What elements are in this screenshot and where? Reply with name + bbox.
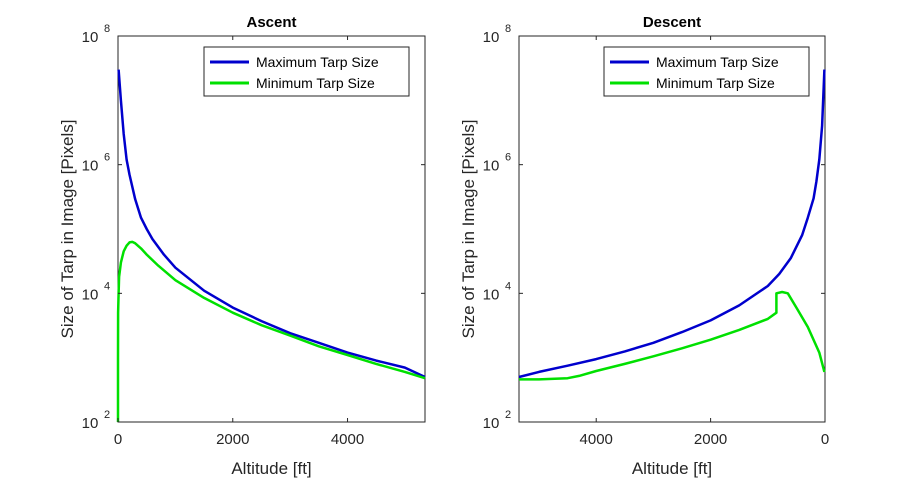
descent-y-tick-exponent: 4 — [505, 280, 511, 292]
ascent-title: Ascent — [246, 14, 296, 31]
ascent-legend-box — [203, 46, 410, 97]
ascent-tick-layer: 0 2000 4000 10 2 10 4 10 6 10 8 — [82, 23, 425, 448]
descent-axes: Descent 4000 2000 0 10 2 10 4 10 6 10 8 Altitude [… — [459, 14, 829, 478]
ascent-y-tick-exponent: 8 — [104, 23, 110, 35]
ascent-y-tick-label: 10 — [82, 158, 99, 175]
descent-x-tick-label: 4000 — [580, 431, 613, 448]
descent-series-maximum-line — [518, 69, 826, 379]
ascent-series-layer — [116, 69, 426, 422]
descent-y-tick-label: 10 — [483, 29, 500, 46]
ascent-y-tick-label: 10 — [82, 415, 99, 432]
descent-y-axis-label: Size of Tarp in Image [Pixels] — [459, 120, 478, 339]
descent-legend: Maximum Tarp Size Minimum Tarp Size — [603, 46, 810, 97]
ascent-axes: Ascent 0 2000 4000 10 2 10 4 10 6 10 8 Altitude [f… — [58, 14, 426, 478]
descent-series-minimum-line — [519, 290, 826, 381]
descent-legend-label-minimum: Minimum Tarp Size — [656, 75, 775, 91]
descent-y-tick-exponent: 8 — [505, 23, 511, 35]
descent-x-axis-label: Altitude [ft] — [632, 459, 712, 478]
ascent-y-tick-label: 10 — [82, 286, 99, 303]
descent-series-layer — [518, 69, 826, 381]
ascent-y-tick-exponent: 4 — [104, 280, 110, 292]
ascent-y-tick-exponent: 6 — [104, 152, 110, 164]
descent-title: Descent — [643, 14, 701, 31]
ascent-y-axis-label: Size of Tarp in Image [Pixels] — [58, 120, 77, 339]
ascent-y-tick-exponent: 2 — [104, 409, 110, 421]
descent-plot-frame — [518, 35, 826, 423]
ascent-legend-label-minimum: Minimum Tarp Size — [256, 75, 375, 91]
ascent-series-maximum-line — [117, 69, 426, 379]
ascent-legend: Maximum Tarp Size Minimum Tarp Size — [203, 46, 410, 97]
ascent-x-tick-label: 2000 — [216, 431, 249, 448]
ascent-x-tick-label: 0 — [114, 431, 122, 448]
descent-legend-box — [603, 46, 810, 97]
ascent-y-tick-label: 10 — [82, 29, 99, 46]
descent-tick-layer: 4000 2000 0 10 2 10 4 10 6 10 8 — [483, 23, 830, 448]
descent-x-tick-label: 2000 — [694, 431, 727, 448]
descent-y-tick-exponent: 6 — [505, 152, 511, 164]
ascent-series-minimum-line — [116, 240, 426, 422]
descent-y-tick-exponent: 2 — [505, 409, 511, 421]
ascent-plot-frame — [117, 35, 426, 423]
descent-legend-label-maximum: Maximum Tarp Size — [656, 54, 779, 70]
descent-x-tick-label: 0 — [821, 431, 829, 448]
descent-y-tick-label: 10 — [483, 158, 500, 175]
descent-y-tick-label: 10 — [483, 415, 500, 432]
ascent-x-tick-label: 4000 — [331, 431, 364, 448]
ascent-legend-label-maximum: Maximum Tarp Size — [256, 54, 379, 70]
ascent-x-axis-label: Altitude [ft] — [231, 459, 311, 478]
descent-y-tick-label: 10 — [483, 286, 500, 303]
